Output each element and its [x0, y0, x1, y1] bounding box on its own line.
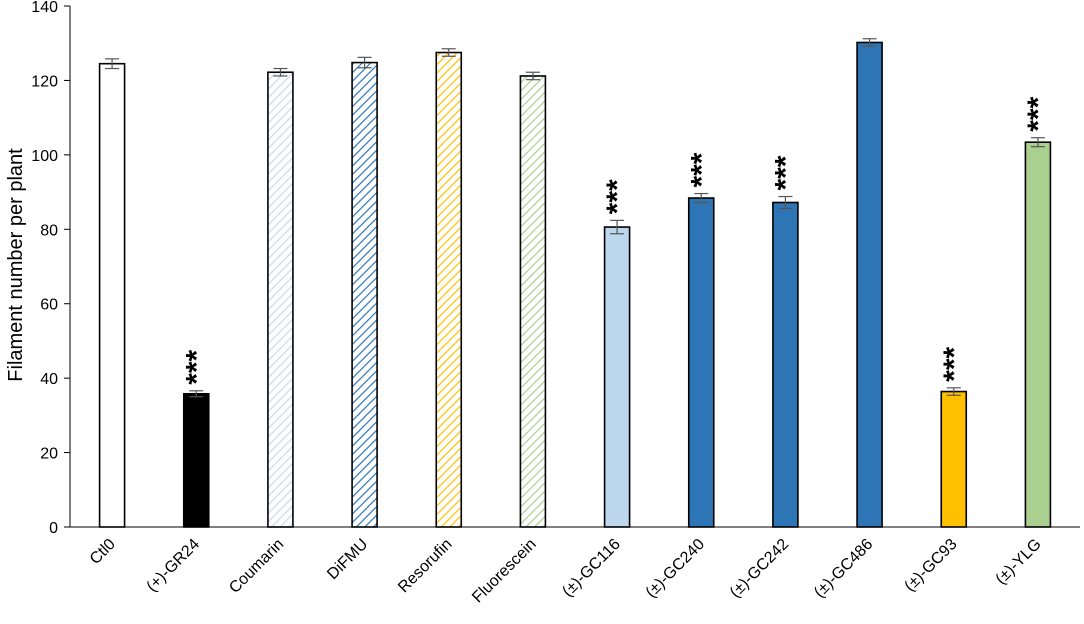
significance-marker: ***	[685, 152, 718, 187]
y-tick-label: 80	[40, 222, 58, 239]
x-labels-group: Ctl0 (+)-GR24 Coumarin DiFMU Resorufin Fluore…	[87, 536, 1045, 607]
axes-group	[69, 6, 1080, 528]
significance-marker: ***	[601, 179, 634, 214]
y-axis-title: Filament number per plant	[5, 148, 27, 382]
y-tick-label: 40	[40, 371, 58, 388]
x-category-label: (±)-YLG	[993, 536, 1045, 588]
x-category-label: (±)-GC93	[901, 536, 960, 595]
bar-fluorescein	[519, 75, 547, 528]
y-tick-label: 0	[49, 520, 58, 537]
x-category-label: (±)-GC116	[559, 536, 624, 601]
y-tick-label: 100	[31, 148, 58, 165]
y-tick-label: 20	[40, 446, 58, 463]
error-bars-group	[105, 38, 1045, 398]
x-category-label: DiFMU	[324, 536, 371, 583]
x-category-label: (±)-GC486	[811, 536, 876, 601]
significance-marker: ***	[1022, 96, 1055, 131]
significance-marker: ***	[180, 349, 213, 384]
x-category-label: (±)-GC240	[643, 536, 708, 601]
bars-group	[98, 41, 1052, 528]
y-tick-label: 60	[40, 297, 58, 314]
bar-resorufin	[435, 51, 463, 528]
bar-coumarin	[267, 71, 294, 528]
x-category-label: Resorufin	[395, 536, 455, 596]
significance-marker: ***	[938, 346, 971, 381]
y-tick-label: 120	[31, 73, 58, 90]
x-category-label: (±)-GC242	[727, 536, 792, 601]
bar-gr24	[182, 392, 210, 528]
bar-gc242	[772, 201, 799, 528]
bar-gc240	[687, 197, 715, 528]
x-category-label: (+)-GR24	[144, 536, 204, 596]
bar-gc93	[940, 390, 968, 528]
bar-gc116	[603, 226, 631, 528]
significance-group: *** *** *** *** *** ***	[180, 96, 1055, 384]
significance-marker: ***	[769, 155, 802, 190]
bar-ctl0	[98, 62, 126, 528]
y-tick-label: 140	[31, 0, 58, 16]
x-category-label: Coumarin	[226, 536, 287, 597]
x-category-label: Fluorescein	[469, 536, 540, 607]
bar-difmu	[351, 61, 378, 528]
x-category-label: Ctl0	[87, 536, 119, 568]
y-ticks-group: 0 20 40 60 80 100 120 140	[31, 0, 70, 537]
bar-gc486	[856, 41, 883, 528]
bar-ylg	[1024, 141, 1052, 528]
